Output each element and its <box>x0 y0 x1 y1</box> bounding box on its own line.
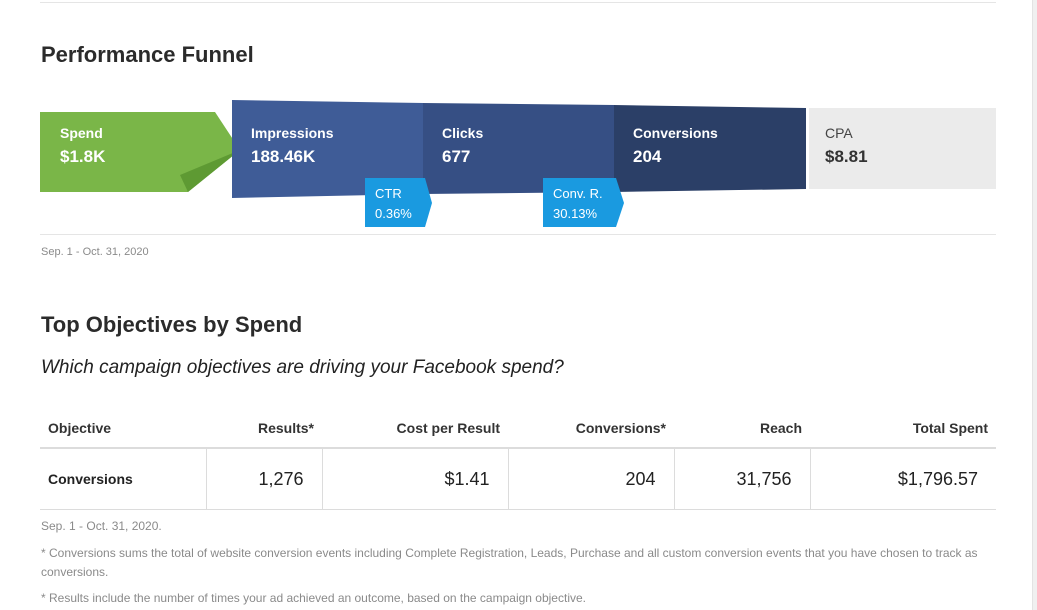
spend-fold <box>180 150 240 192</box>
column-header-reach: Reach <box>674 409 810 449</box>
cpa-value: $8.81 <box>825 147 868 166</box>
objectives-title: Top Objectives by Spend <box>41 312 303 337</box>
ctr-badge <box>365 178 432 227</box>
table-header-row: Objective Results* Cost per Result Conve… <box>40 409 996 449</box>
spend-label: Spend <box>60 125 103 141</box>
funnel-graphic <box>40 100 996 227</box>
clicks-segment <box>423 103 615 194</box>
conv-rate-value: 30.13% <box>553 206 598 221</box>
conversions-label: Conversions <box>633 125 718 141</box>
conv-rate-badge <box>543 178 624 227</box>
cell-reach: 31,756 <box>673 448 810 510</box>
ctr-value: 0.36% <box>375 206 412 221</box>
spend-value: $1.8K <box>60 147 106 166</box>
cell-conversions: 204 <box>507 448 674 510</box>
funnel-date-range: Sep. 1 - Oct. 31, 2020 <box>41 246 149 258</box>
table-row: Conversions 1,276 $1.41 204 31,756 $1,79… <box>40 448 996 510</box>
objectives-date-note: Sep. 1 - Oct. 31, 2020. <box>41 519 162 533</box>
footnote-conversions: * Conversions sums the total of website … <box>41 546 978 579</box>
scrollbar-track[interactable] <box>1032 0 1037 610</box>
column-header-objective: Objective <box>40 409 206 449</box>
conversions-value: 204 <box>633 147 662 166</box>
cpa-label: CPA <box>825 125 853 141</box>
footnote-results: * Results include the number of times yo… <box>41 591 586 605</box>
objectives-table: Objective Results* Cost per Result Conve… <box>40 409 996 510</box>
clicks-label: Clicks <box>442 125 484 141</box>
impressions-segment <box>232 100 424 198</box>
cell-results: 1,276 <box>205 448 322 510</box>
ctr-label: CTR <box>375 186 402 201</box>
funnel-divider <box>40 234 996 235</box>
cpa-segment <box>809 108 996 189</box>
column-header-conversions: Conversions* <box>508 409 674 449</box>
impressions-label: Impressions <box>251 125 334 141</box>
objectives-subtitle: Which campaign objectives are driving yo… <box>41 357 564 378</box>
column-header-results: Results* <box>206 409 322 449</box>
conv-rate-label: Conv. R. <box>553 186 603 201</box>
column-header-cost-per-result: Cost per Result <box>322 409 508 449</box>
column-header-total-spent: Total Spent <box>810 409 996 449</box>
top-divider <box>40 2 996 3</box>
cell-total-spent: $1,796.57 <box>809 448 996 510</box>
cell-objective: Conversions <box>40 448 206 510</box>
impressions-value: 188.46K <box>251 147 316 166</box>
funnel-title: Performance Funnel <box>41 42 254 67</box>
clicks-value: 677 <box>442 147 471 166</box>
cell-cost-per-result: $1.41 <box>321 448 508 510</box>
performance-funnel: Spend $1.8K Impressions 188.46K Clicks 6… <box>40 100 1000 230</box>
conversions-segment <box>614 105 806 192</box>
